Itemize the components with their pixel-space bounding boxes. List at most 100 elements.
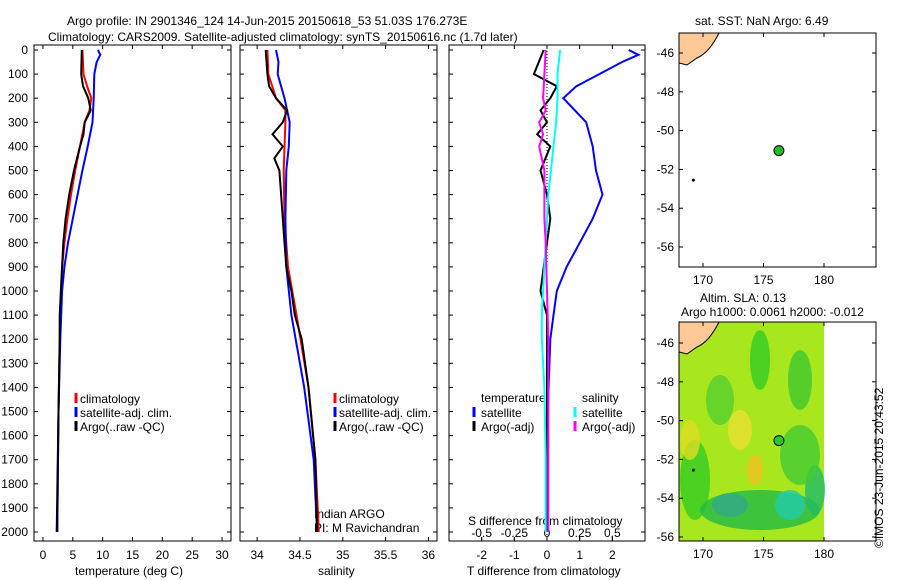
y-tick-label: 1300 [1,356,28,370]
x-tick-label: 35 [336,548,350,562]
island-marker [691,468,695,472]
series-s-argo [538,49,550,532]
legend-title-salinity: salinity [582,391,619,405]
x2-tick-label: 0.5 [604,526,621,540]
x2-tick-label: 0.25 [568,526,592,540]
sla-anomaly-patch [706,375,734,425]
y-tick-label: 1800 [1,477,28,491]
y-tick-label: -50 [657,124,675,138]
island-marker [691,178,695,182]
y-tick-label: 400 [8,139,28,153]
legend-label: satellite-adj. clim. [339,406,431,420]
legend-label: satellite-adj. clim. [80,406,172,420]
annotation-2: PI: M Ravichandran [314,521,420,535]
x-tick-label: 170 [693,547,713,561]
sla-anomaly-patch [680,420,700,460]
y-tick-label: 1500 [1,405,28,419]
legend-label: Argo(..raw -QC) [80,420,165,434]
y-tick-label: 1400 [1,380,28,394]
series-satellite-adj-clim- [275,49,319,533]
legend-label: Argo(-adj) [481,420,534,434]
sal-xlabel: salinity [318,564,355,578]
legend-label: climatology [80,392,140,406]
x-tick-label: 5 [69,548,76,562]
map-sst-map [678,32,877,268]
y-tick-label: 300 [8,115,28,129]
y-tick-label: -48 [657,375,675,389]
sla-anomaly-patch [712,493,748,517]
series-satellite-adj-clim- [56,49,102,533]
x-tick-label: 34 [250,548,264,562]
y-tick-label: -56 [657,240,675,254]
y-tick-label: 0 [21,43,28,57]
legend-label: Argo(..raw -QC) [339,420,424,434]
x-tick-label: 35.5 [374,548,398,562]
y-tick-label: -48 [657,85,675,99]
legend-label: Argo(-adj) [582,420,635,434]
series-climatology [266,49,320,533]
sla-anomaly-patch [680,440,710,520]
x-tick-label: 10 [96,548,110,562]
x-tick-label: 2 [609,548,616,562]
x2-tick-label: -0.5 [471,526,492,540]
y-tick-label: 1000 [1,284,28,298]
y-tick-label: -46 [657,46,675,60]
y-tick-label: 1200 [1,332,28,346]
y-tick-label: 1700 [1,453,28,467]
series-t-satellite [546,49,641,532]
y-tick-label: 100 [8,67,28,81]
x-tick-label: -1 [509,548,520,562]
x-tick-label: 34.5 [288,548,312,562]
title-line-1: Argo profile: IN 2901346_124 14-Jun-2015… [67,14,468,28]
legend-label: satellite [582,406,623,420]
x-tick-label: 180 [814,547,834,561]
legend-label: satellite [481,406,522,420]
sla-anomaly-patch [728,410,752,450]
y-tick-label: 500 [8,164,28,178]
x-tick-label: 25 [186,548,200,562]
x-tick-label: -2 [476,548,487,562]
x-tick-label: 175 [753,273,773,287]
argo-float-marker [773,145,785,157]
y-tick-label: -52 [657,162,675,176]
annotation-1: Indian ARGO [314,507,385,521]
sla-anomaly-patch [780,425,820,485]
sla-anomaly-patch [775,490,805,520]
sla-map-title: Altim. SLA: 0.13 [700,291,787,305]
y-tick-label: 1900 [1,501,28,515]
series-argo [264,49,319,533]
title-line-2: Climatology: CARS2009. Satellite-adjuste… [48,30,518,44]
map-frame [678,32,877,268]
y-tick-label: -56 [657,530,675,544]
land-new-zealand [678,321,720,355]
panel-frame-temperature [33,44,232,542]
x-tick-label: 15 [126,548,140,562]
x-tick-label: 0 [544,548,551,562]
x-tick-label: 1 [576,548,583,562]
y-tick-label: 1600 [1,429,28,443]
x-tick-label: 20 [156,548,170,562]
y-tick-label: 2000 [1,525,28,539]
series-s-satellite [540,49,562,532]
y-tick-label: 1100 [2,308,28,322]
y-tick-label: -50 [657,414,675,428]
y-tick-label: 900 [8,260,28,274]
sla-anomaly-patch [750,330,770,390]
y-tick-label: -54 [657,491,675,505]
sla-anomaly-patch [747,455,763,485]
y-tick-label: -54 [657,201,675,215]
x-tick-label: 0 [40,548,47,562]
sla-anomaly-patch [788,350,812,410]
legend-label: climatology [339,392,399,406]
y-tick-label: -52 [657,452,675,466]
argo-float-marker [773,435,785,447]
map-sla-map [678,321,877,542]
x-tick-label: 175 [753,547,773,561]
map-frame [678,321,877,542]
x-tick-label: 30 [215,548,229,562]
panel-frame-salinity [239,44,438,542]
y-tick-label: 800 [8,236,28,250]
x-tick-label: 170 [693,273,713,287]
